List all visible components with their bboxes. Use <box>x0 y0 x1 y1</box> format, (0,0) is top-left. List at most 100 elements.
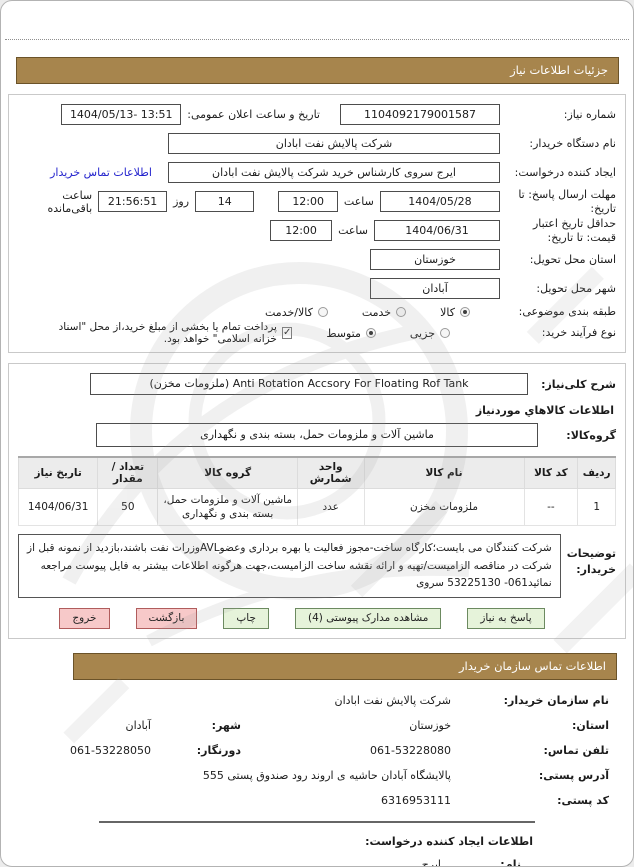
radio-goods-label: کالا <box>440 305 455 319</box>
postal-address-value: پالایشگاه آبادان حاشیه ی اروند رود صندوق… <box>202 769 451 783</box>
need-description-value: Anti Rotation Accsory For Floating Rof T… <box>90 373 528 395</box>
print-button[interactable]: چاپ <box>223 608 269 630</box>
org-name-row: نام سازمان خریدار: شرکت پالایش نفت ابادا… <box>1 688 633 713</box>
price-validity-time: 12:00 <box>270 220 333 241</box>
response-deadline-time: 12:00 <box>278 191 338 212</box>
buyer-contact-link[interactable]: اطلاعات تماس خریدار <box>50 166 152 179</box>
cell-item-name: ملزومات مخزن <box>363 487 525 527</box>
table-row: 1 -- ملزومات مخزن عدد ماشین آلات و ملزوم… <box>17 487 616 527</box>
back-button[interactable]: بازگشت <box>135 608 198 630</box>
deadline-hour-label: ساعت <box>343 195 374 208</box>
price-validity-row: حداقل تاریخ اعتبار قیمت: تا تاریخ: 1404/… <box>18 216 616 245</box>
radio-service-label: خدمت <box>361 305 392 319</box>
cell-row-number: 1 <box>577 487 616 527</box>
price-validity-label: حداقل تاریخ اعتبار قیمت: تا تاریخ: <box>532 216 616 244</box>
section-header-need-details: جزئیات اطلاعات نیاز <box>16 57 619 84</box>
postal-address-label: آدرس پستی: <box>538 769 609 783</box>
request-creator-label: ایجاد کننده درخواست: <box>514 165 616 179</box>
contact-phone-label: تلفن تماس: <box>543 744 609 758</box>
contact-province-value: خوزستان <box>409 719 451 733</box>
cell-unit: عدد <box>296 487 365 527</box>
remaining-hours-label: ساعت باقی‌مانده <box>47 188 93 215</box>
announce-datetime-value: 1404/05/13- 13:51 <box>61 104 182 125</box>
org-name-label: نام سازمان خریدار: <box>503 694 609 708</box>
response-deadline-row: مهلت ارسال پاسخ: تا تاریخ: 1404/05/28 سا… <box>18 187 616 216</box>
radio-medium-label: متوسط <box>326 326 361 340</box>
radio-goods-service-icon[interactable] <box>317 307 328 317</box>
subject-classification-row: طبقه بندی موضوعی: کالا خدمت کالا/خدمت <box>18 303 616 321</box>
need-number-value: 1104092179001587 <box>340 104 500 125</box>
section-header-need-details-label: جزئیات اطلاعات نیاز <box>510 63 608 77</box>
need-number-label: شماره نیاز: <box>563 107 616 121</box>
request-creator-section: اطلاعات ایجاد کننده درخواست: نام: ایرج ن… <box>1 829 633 867</box>
remaining-days-value: 14 <box>195 191 255 212</box>
items-table-header-row: ردیف کد کالا نام کالا واحد شمارش گروه کا… <box>17 456 616 489</box>
announce-datetime-label: تاریخ و ساعت اعلان عمومی: <box>187 108 320 121</box>
col-need-date: تاریخ نیاز <box>17 456 99 489</box>
section-header-buyer-contact-label: اطلاعات تماس سازمان خریدار <box>458 659 606 674</box>
top-dotted-divider <box>5 39 629 40</box>
col-item-group: گروه کالا <box>157 456 298 489</box>
response-deadline-date: 1404/05/28 <box>379 191 500 212</box>
section-header-buyer-contact: اطلاعات تماس سازمان خریدار <box>73 653 617 681</box>
col-unit: واحد شمارش <box>296 456 365 489</box>
cell-need-date: 1404/06/31 <box>17 487 99 527</box>
postal-code-label: کد پستی: <box>557 794 609 808</box>
process-option-partial[interactable]: جزیی <box>410 327 450 340</box>
respond-to-need-button[interactable]: پاسخ به نیاز <box>467 608 545 630</box>
radio-partial-label: جزیی <box>409 326 435 340</box>
need-info-panel: شماره نیاز: 1104092179001587 تاریخ و ساع… <box>8 94 626 353</box>
radio-goods-icon[interactable] <box>460 307 470 317</box>
delivery-province-label: استان محل تحویل: <box>529 252 616 266</box>
required-items-panel: شرح کلی‌نیاز: Anti Rotation Accsory For … <box>8 363 626 640</box>
postal-code-value: 6316953111 <box>381 794 451 808</box>
col-item-code: کد کالا <box>523 456 579 489</box>
delivery-city-row: شهر محل تحویل: آبادان <box>18 274 616 303</box>
creator-first-name-row: نام: ایرج <box>1 852 633 867</box>
postal-code-row: کد پستی: 6316953111 <box>1 788 633 813</box>
validity-hour-label: ساعت <box>338 224 368 237</box>
buyer-contact-section: نام سازمان خریدار: شرکت پالایش نفت ابادا… <box>1 688 633 813</box>
contact-city-label: شهر: <box>211 719 241 733</box>
subject-classification-label: طبقه بندی موضوعی: <box>518 305 616 319</box>
classification-option-goods[interactable]: کالا <box>440 306 470 319</box>
process-option-medium[interactable]: متوسط <box>326 327 376 340</box>
delivery-province-row: استان محل تحویل: خوزستان <box>18 245 616 274</box>
first-name-value: ایرج <box>421 858 441 867</box>
need-description-row: شرح کلی‌نیاز: Anti Rotation Accsory For … <box>18 373 616 395</box>
purchase-process-row: نوع فرآیند خرید: جزیی متوسط پرداخت تمام … <box>18 321 616 345</box>
goods-group-value: ماشین آلات و ملزومات حمل، بسته بندی و نگ… <box>96 423 538 447</box>
cell-item-code: -- <box>523 487 579 527</box>
radio-service-icon[interactable] <box>396 307 407 317</box>
treasury-checkbox-icon[interactable] <box>281 327 293 339</box>
treasury-note: پرداخت تمام یا بخشی از مبلغ خرید،از محل … <box>58 321 277 345</box>
response-deadline-label: مهلت ارسال پاسخ: تا تاریخ: <box>518 187 616 215</box>
radio-partial-icon[interactable] <box>440 328 450 338</box>
buyer-notes-label: توضیحات خریدار: <box>566 547 616 576</box>
exit-button[interactable]: خروج <box>59 608 110 630</box>
classification-option-goods-service[interactable]: کالا/خدمت <box>265 306 328 319</box>
radio-medium-icon[interactable] <box>365 328 376 338</box>
first-name-label: نام: <box>500 858 521 867</box>
contact-fax-label: دورنگار: <box>196 744 241 758</box>
contact-province-label: استان: <box>572 719 609 733</box>
delivery-city-value: آبادان <box>370 278 500 299</box>
treasury-payment-option[interactable]: پرداخت تمام یا بخشی از مبلغ خرید،از محل … <box>46 321 293 345</box>
delivery-city-label: شهر محل تحویل: <box>536 281 616 295</box>
cell-quantity: 50 <box>97 487 159 527</box>
section-divider <box>99 821 535 824</box>
view-attachments-button[interactable]: مشاهده مدارک پیوستی (4) <box>294 608 442 630</box>
col-quantity: تعداد / مقدار <box>97 456 159 489</box>
contact-fax-value: 061-53228050 <box>70 744 151 758</box>
classification-option-service[interactable]: خدمت <box>361 305 407 319</box>
items-table: ردیف کد کالا نام کالا واحد شمارش گروه کا… <box>17 456 616 527</box>
remaining-hours-value: 21:56:51 <box>98 191 168 212</box>
cell-item-group: ماشین آلات و ملزومات حمل، بسته بندی و نگ… <box>157 487 298 527</box>
creator-info-heading: اطلاعات ایجاد کننده درخواست: <box>365 835 533 849</box>
postal-address-row: آدرس پستی: پالایشگاه آبادان حاشیه ی ارون… <box>1 763 633 788</box>
buyer-org-value: شرکت پالایش نفت ابادان <box>168 133 500 154</box>
need-description-label: شرح کلی‌نیاز: <box>541 377 616 391</box>
buyer-org-row: نام دستگاه خریدار: شرکت پالایش نفت ابادا… <box>18 129 616 158</box>
col-row-number: ردیف <box>577 456 616 489</box>
